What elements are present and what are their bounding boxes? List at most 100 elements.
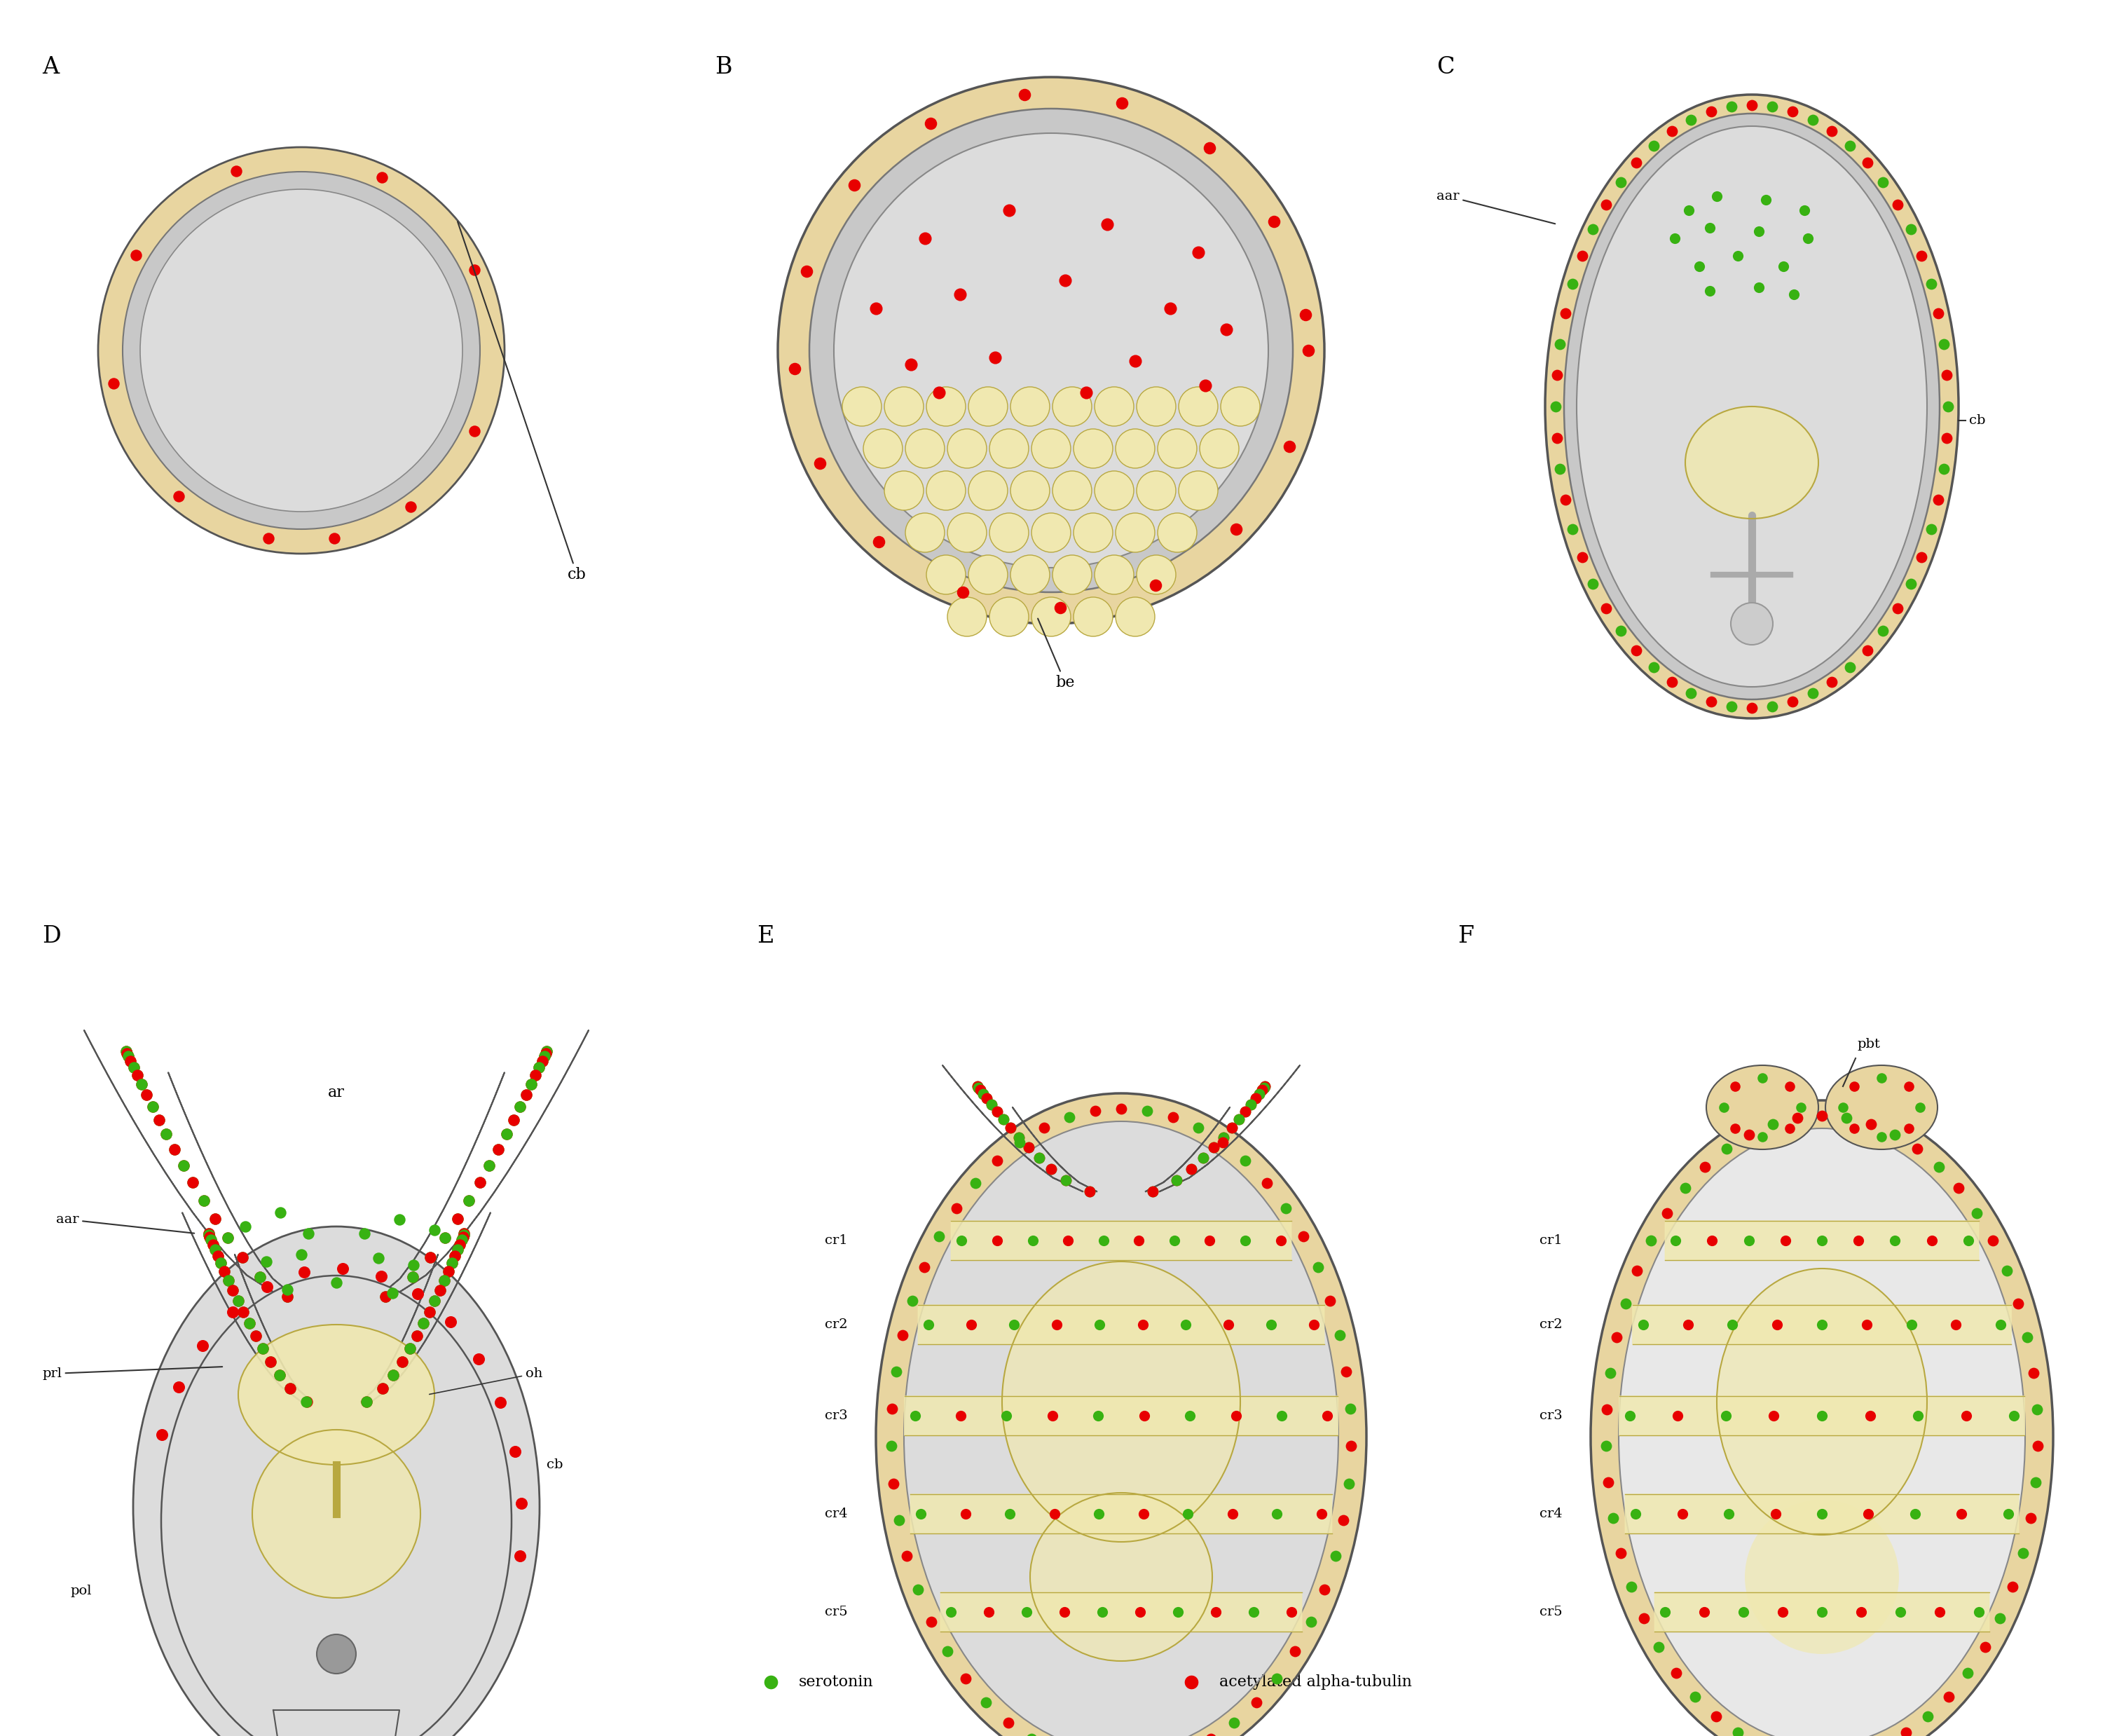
Point	[440, 1205, 474, 1233]
Point	[1122, 1227, 1156, 1255]
FancyBboxPatch shape	[905, 1396, 1339, 1436]
Point	[1242, 1080, 1276, 1108]
Point	[1892, 1073, 1926, 1101]
Point	[960, 1168, 994, 1196]
Point	[1977, 1227, 2010, 1255]
Point	[1013, 1134, 1046, 1161]
Point	[158, 1135, 192, 1163]
Point	[2002, 1290, 2036, 1318]
Point	[1200, 1599, 1234, 1627]
Ellipse shape	[1137, 556, 1177, 594]
Point	[1259, 1665, 1292, 1693]
Point	[1709, 1135, 1743, 1163]
Point	[1922, 300, 1956, 328]
Point	[1052, 1104, 1086, 1132]
Point	[1189, 372, 1223, 399]
Point	[1615, 1573, 1648, 1601]
Point	[1951, 1660, 1985, 1687]
Point	[482, 1135, 516, 1163]
Text: be: be	[1038, 618, 1076, 691]
Ellipse shape	[968, 556, 1008, 594]
Point	[1867, 616, 1901, 644]
Point	[1244, 1076, 1278, 1104]
Point	[194, 1226, 227, 1253]
Point	[347, 1220, 381, 1248]
Point	[362, 1245, 396, 1272]
Point	[406, 1309, 440, 1337]
Ellipse shape	[1029, 1493, 1212, 1661]
Ellipse shape	[1052, 387, 1092, 425]
Point	[1034, 1154, 1067, 1182]
Point	[789, 257, 823, 285]
FancyBboxPatch shape	[1633, 1305, 2010, 1344]
Polygon shape	[84, 1031, 295, 1297]
Point	[457, 417, 490, 444]
Point	[1082, 1403, 1116, 1430]
Point	[1604, 616, 1638, 644]
Point	[1593, 1359, 1627, 1387]
Point	[109, 1040, 143, 1068]
Point	[453, 1186, 486, 1213]
Point	[1074, 1177, 1107, 1205]
Point	[1292, 337, 1326, 365]
Point	[438, 1243, 472, 1271]
Point	[1899, 1500, 1932, 1528]
Point	[1718, 1115, 1751, 1142]
Point	[1541, 361, 1575, 389]
Point	[453, 1186, 486, 1213]
Point	[1156, 1104, 1189, 1132]
Point	[1621, 1257, 1655, 1285]
Point	[1760, 1311, 1793, 1338]
Point	[509, 1082, 543, 1109]
Point	[518, 1061, 552, 1088]
Point	[1244, 1076, 1278, 1104]
Point	[1274, 1599, 1307, 1627]
Point	[1766, 1599, 1800, 1627]
Point	[882, 1507, 916, 1535]
Ellipse shape	[122, 172, 480, 529]
Point	[1126, 1500, 1160, 1528]
Point	[114, 1047, 147, 1075]
Text: A: A	[42, 56, 59, 78]
Point	[413, 1299, 446, 1326]
Point	[318, 524, 352, 552]
Point	[1735, 694, 1768, 722]
Point	[215, 1299, 248, 1326]
Point	[131, 1082, 164, 1109]
Point	[1865, 1123, 1899, 1151]
Point	[979, 344, 1013, 372]
Point	[1170, 1500, 1204, 1528]
Point	[1941, 1174, 1974, 1201]
Point	[1901, 1135, 1934, 1163]
Point	[1128, 1403, 1162, 1430]
Point	[383, 1205, 417, 1233]
Text: cb: cb	[457, 222, 587, 582]
Point	[1901, 1403, 1934, 1430]
Point	[1916, 1227, 1949, 1255]
Point	[981, 1097, 1015, 1125]
Point	[1172, 1403, 1206, 1430]
Point	[385, 1347, 419, 1375]
Point	[911, 1311, 945, 1338]
Ellipse shape	[1010, 556, 1050, 594]
FancyBboxPatch shape	[1665, 1220, 1979, 1260]
Point	[1591, 1469, 1625, 1496]
Text: ar: ar	[328, 1085, 345, 1101]
Point	[194, 1222, 227, 1250]
Ellipse shape	[1002, 1262, 1240, 1542]
Point	[943, 281, 977, 309]
Point	[1048, 1599, 1082, 1627]
Point	[185, 1332, 219, 1359]
Point	[1215, 1500, 1248, 1528]
Point	[109, 1040, 143, 1068]
Text: pol: pol	[69, 1585, 91, 1597]
Point	[895, 351, 928, 378]
Point	[1229, 1097, 1263, 1125]
Point	[368, 1283, 402, 1311]
Point	[1210, 1311, 1244, 1338]
Text: cr2: cr2	[1539, 1318, 1562, 1332]
Point	[1175, 1154, 1208, 1182]
Ellipse shape	[1221, 387, 1261, 425]
Ellipse shape	[1158, 429, 1198, 469]
Point	[326, 1255, 360, 1283]
